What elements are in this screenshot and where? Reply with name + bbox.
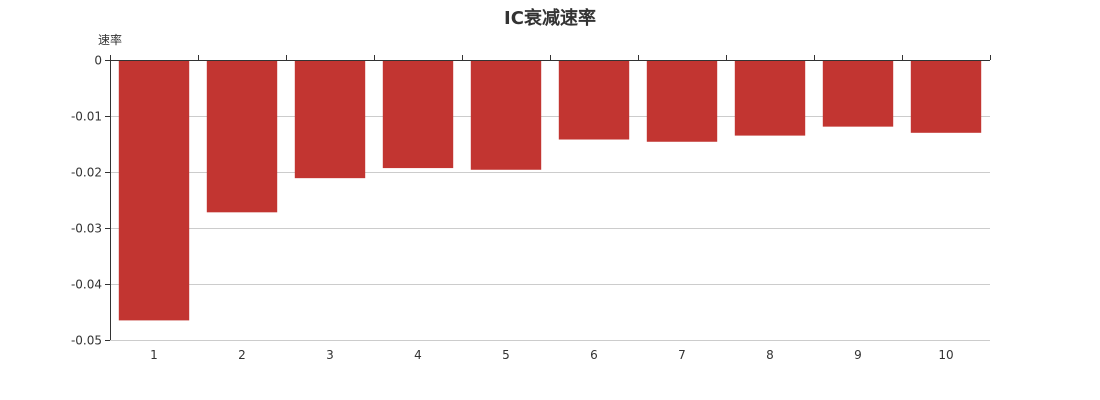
chart-title: IC衰减速率 [504,7,596,29]
bar [118,60,190,321]
bar [910,60,982,133]
bar [294,60,366,179]
x-tick-label: 5 [502,348,510,362]
bar [206,60,278,213]
x-tick-label: 10 [938,348,953,362]
y-tick-labels: 0 -0.01 -0.02 -0.03 -0.04 -0.05 [71,54,102,348]
bar [646,60,718,142]
y-tick-label: -0.04 [71,278,102,292]
y-tick-label: -0.01 [71,110,102,124]
x-tick-label: 1 [150,348,158,362]
x-tick-label: 4 [414,348,422,362]
bar [470,60,542,170]
x-tick-label: 2 [238,348,246,362]
x-tick-labels: 1 2 3 4 5 6 7 8 9 10 [150,348,953,362]
bars [118,60,982,321]
axes [105,55,991,341]
y-tick-label: 0 [94,54,102,68]
x-tick-label: 8 [766,348,774,362]
y-tick-label: -0.03 [71,222,102,236]
bar [822,60,894,127]
bar [382,60,454,169]
bar [734,60,806,136]
y-axis-name: 速率 [98,32,122,47]
bar [558,60,630,140]
x-tick-label: 9 [854,348,862,362]
y-tick-label: -0.05 [71,334,102,348]
y-tick-label: -0.02 [71,166,102,180]
x-tick-label: 6 [590,348,598,362]
x-tick-label: 3 [326,348,334,362]
x-tick-label: 7 [678,348,686,362]
